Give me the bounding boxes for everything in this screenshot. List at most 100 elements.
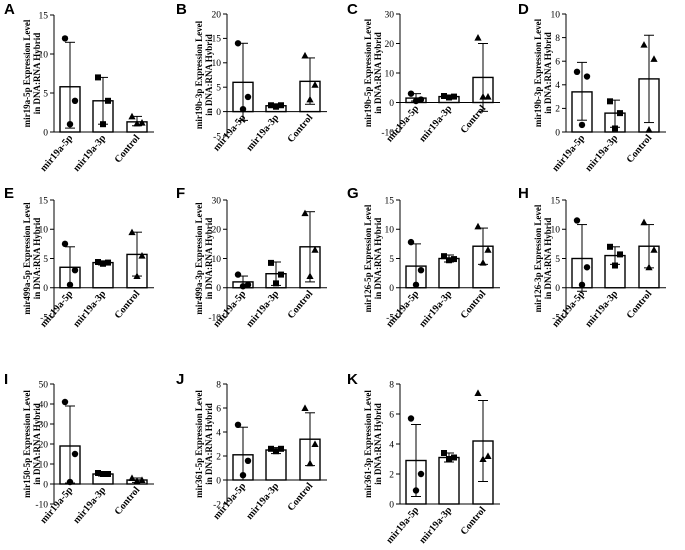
data-point (61, 398, 69, 406)
y-tick-label: 5 (389, 255, 394, 265)
y-tick-label: 20 (212, 10, 222, 20)
data-point (306, 459, 314, 467)
data-point (273, 448, 279, 455)
data-point (239, 105, 247, 113)
y-tick-label: 2 (389, 470, 394, 480)
y-tick-label: -2 (213, 500, 221, 510)
y-axis-label: mir19b-3p Expression Level (194, 20, 204, 129)
y-tick-label: -10 (381, 128, 394, 138)
data-point (311, 440, 319, 447)
y-tick-label: 50 (39, 380, 49, 390)
data-point (273, 103, 279, 110)
category-label: mir19a-5p (211, 288, 248, 329)
data-point (612, 125, 618, 132)
data-point (617, 110, 623, 117)
y-axis-label: mir19b-5p Expression Level (363, 18, 373, 127)
y-tick-label: 4 (389, 440, 394, 450)
panel-letter: I (4, 371, 8, 388)
y-tick-label: 6 (389, 410, 394, 420)
y-tick-label: 20 (212, 226, 222, 236)
y-tick-label: 8 (216, 380, 221, 390)
category-label: Control (286, 112, 316, 145)
y-tick-label: -5 (552, 313, 560, 323)
data-point (479, 455, 487, 462)
data-point (484, 452, 492, 459)
y-axis-label: in DNA:RNA Hybrid (32, 403, 42, 485)
y-tick-label: -5 (386, 313, 394, 323)
data-point (244, 93, 252, 101)
data-point (412, 97, 420, 105)
y-tick-label: 6 (216, 404, 221, 414)
data-point (446, 94, 452, 101)
data-point (474, 34, 482, 41)
data-point (133, 272, 141, 280)
bar (265, 449, 287, 481)
y-tick-label: 0 (43, 480, 48, 490)
y-axis-label: in DNA:RNA Hybrid (32, 218, 42, 300)
y-tick-label: 4 (216, 428, 221, 438)
category-label: mir19a-3p (71, 133, 108, 174)
category-label: mir19a-5p (550, 133, 587, 174)
y-tick-label: 5 (555, 255, 560, 265)
data-point (650, 55, 658, 62)
y-tick-label: 10 (385, 226, 395, 236)
data-point (311, 246, 319, 253)
panel-letter: F (176, 185, 185, 202)
data-point (441, 93, 447, 100)
y-tick-label: -5 (40, 313, 48, 323)
y-tick-label: 2 (555, 105, 560, 115)
data-point (573, 217, 581, 224)
data-point (268, 259, 274, 266)
data-point (451, 93, 457, 100)
data-point (66, 478, 74, 486)
data-point (441, 450, 447, 456)
y-axis-label: mir499a-5p Expression Level (22, 202, 32, 315)
data-point (234, 271, 242, 278)
data-point (138, 251, 146, 259)
data-point (66, 121, 74, 128)
y-tick-label: 8 (555, 34, 560, 44)
y-tick-label: 10 (212, 59, 222, 69)
panel-letter: K (347, 371, 358, 388)
y-axis-label: mir126-5p Expression Level (363, 204, 373, 312)
y-axis-label: mir19b-3p Expression Level (533, 18, 543, 127)
y-tick-label: 20 (39, 440, 49, 450)
data-point (138, 119, 146, 126)
y-tick-label: 5 (43, 255, 48, 265)
category-label: Control (113, 133, 143, 166)
data-point (612, 262, 618, 269)
category-label: mir19a-3p (417, 103, 454, 144)
panel-letter: J (176, 371, 184, 388)
y-tick-label: 10 (551, 226, 561, 236)
data-point (105, 259, 111, 266)
data-point (239, 283, 247, 290)
data-point (133, 477, 141, 484)
y-axis-label: in DNA:RNA Hybrid (373, 32, 383, 114)
y-axis-label: mir499a-3p Expression Level (194, 202, 204, 315)
data-point (446, 456, 452, 462)
y-tick-label: 0 (389, 99, 394, 109)
data-point (95, 259, 101, 266)
data-point (278, 445, 284, 452)
y-tick-label: 15 (551, 196, 561, 206)
y-axis-label: in DNA:RNA Hybrid (543, 32, 553, 114)
y-tick-label: 10 (39, 460, 49, 470)
y-tick-label: 5 (43, 89, 48, 99)
y-tick-label: 15 (212, 35, 222, 45)
data-point (617, 251, 623, 258)
data-point (650, 246, 658, 253)
data-point (128, 112, 136, 120)
data-point (268, 445, 274, 452)
category-label: mir19a-3p (583, 288, 620, 329)
category-label: mir19a-5p (550, 288, 587, 329)
panel-letter: B (176, 1, 187, 18)
data-point (607, 243, 613, 250)
data-point (417, 470, 425, 478)
data-point (301, 209, 309, 217)
data-point (479, 258, 487, 266)
